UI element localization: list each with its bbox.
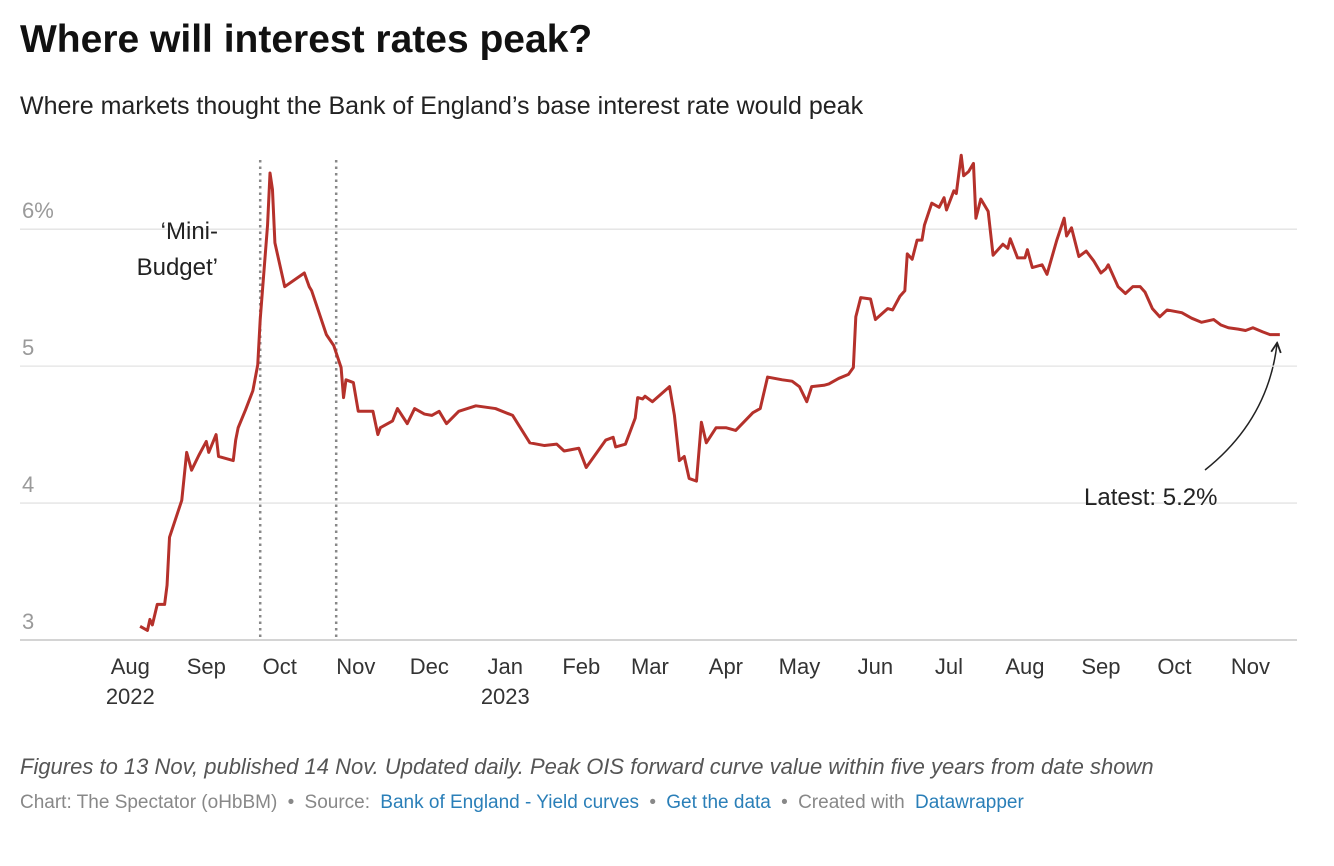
x-tick-label: Aug 2022 — [105, 654, 155, 709]
annotation-arrow — [1204, 344, 1277, 471]
x-tick-label: Apr — [708, 654, 744, 679]
x-tick-label: Oct — [262, 654, 297, 679]
data-line — [139, 153, 1280, 632]
x-tick-label: May — [778, 654, 821, 679]
x-tick-label: Dec — [409, 654, 449, 679]
y-tick-label: 3 — [22, 609, 34, 634]
chart: 3 4 5 6% — [20, 153, 1297, 641]
y-tick-label: 5 — [22, 335, 34, 360]
x-tick-label: Mar — [630, 654, 669, 679]
x-tick-label: Jan 2023 — [480, 654, 530, 709]
chart-title: Where will interest rates peak? — [20, 18, 593, 61]
x-tick-label: Jul — [934, 654, 963, 679]
x-tick-label: Feb — [562, 654, 601, 679]
data-link[interactable]: Get the data — [666, 792, 771, 813]
x-tick-label: Nov — [336, 654, 376, 679]
notes: Figures to 13 Nov, published 14 Nov. Upd… — [20, 754, 1154, 779]
y-tick-label: 6% — [22, 198, 54, 223]
x-tick-label: Sep — [186, 654, 226, 679]
credit-label: Created with — [798, 792, 905, 813]
separator: • — [287, 792, 295, 813]
separator: • — [649, 792, 656, 813]
x-tick-label: Sep — [1081, 654, 1121, 679]
x-tick-label: Jun — [857, 654, 894, 679]
x-tick-label: Oct — [1157, 654, 1192, 679]
separator: • — [781, 792, 788, 813]
x-tick-label: Aug — [1005, 654, 1045, 679]
source-line: Chart: The Spectator (oHbBM) • Source: B… — [20, 792, 1029, 814]
chart-subtitle: Where markets thought the Bank of Englan… — [20, 92, 864, 120]
source-label: Source: — [304, 792, 371, 813]
source-link[interactable]: Bank of England - Yield curves — [380, 792, 640, 813]
byline: Chart: The Spectator (oHbBM) — [20, 792, 278, 813]
x-tick-label: Nov — [1230, 654, 1270, 679]
y-tick-label: 4 — [22, 472, 34, 497]
annotation: ‘Mini-Budget’ — [136, 218, 218, 281]
annotation: Latest: 5.2% — [1084, 484, 1218, 511]
credit-link[interactable]: Datawrapper — [915, 792, 1024, 813]
